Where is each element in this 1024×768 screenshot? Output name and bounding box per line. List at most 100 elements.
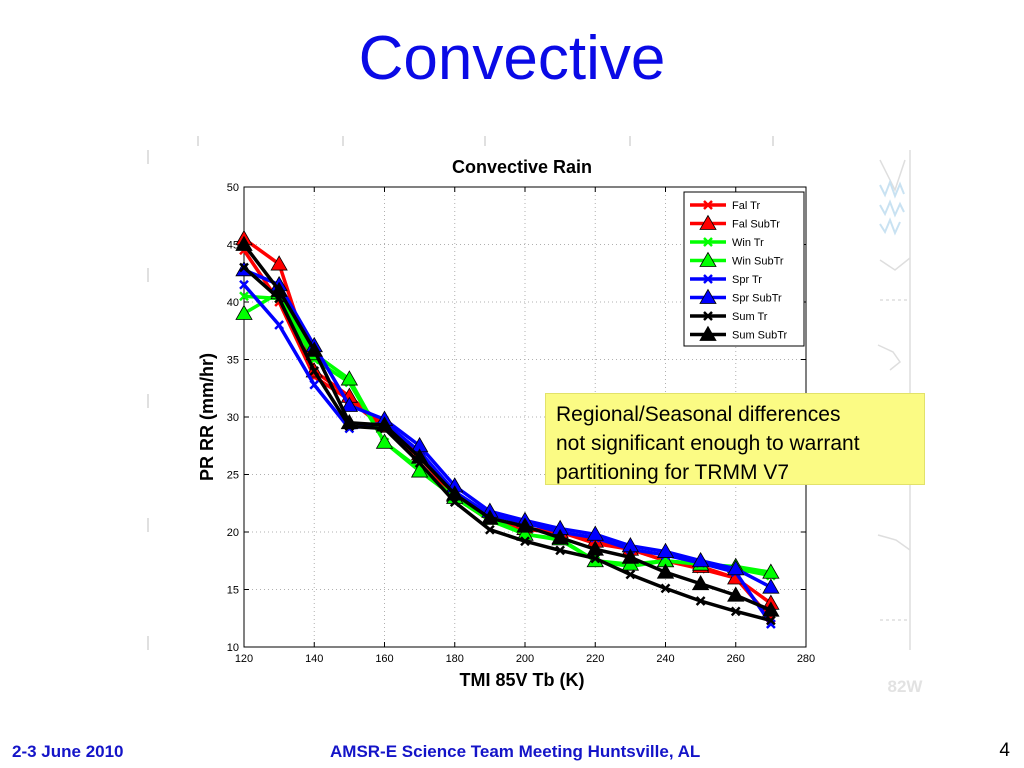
data-point-triangle <box>340 370 359 386</box>
data-point-x <box>590 553 601 564</box>
y-tick-label: 25 <box>227 470 239 482</box>
legend-item: Win SubTr <box>690 251 784 268</box>
data-point-triangle <box>762 578 780 594</box>
series-line <box>243 268 772 589</box>
data-point-triangle <box>586 525 604 541</box>
legend-label: Fal Tr <box>732 200 760 212</box>
data-point-x-stroke <box>660 583 671 594</box>
footer-meeting: AMSR-E Science Team Meeting Huntsville, … <box>330 742 701 761</box>
data-point-x <box>660 583 671 594</box>
series-line <box>242 266 772 623</box>
data-point-x <box>520 536 530 547</box>
data-point-triangle <box>375 416 394 432</box>
data-point-x-stroke <box>703 200 713 210</box>
legend-label: Fal SubTr <box>732 219 780 231</box>
data-point-x-stroke <box>703 237 713 247</box>
data-point-triangle <box>586 540 604 556</box>
data-point-triangle <box>699 288 717 304</box>
data-point-triangle <box>691 551 710 568</box>
data-point-triangle <box>270 255 288 271</box>
data-point-x-stroke <box>555 545 566 556</box>
data-point-x <box>703 274 713 284</box>
y-tick-label: 15 <box>227 585 239 597</box>
data-point-x <box>695 596 706 606</box>
data-point-x-stroke <box>239 279 249 290</box>
data-point-x <box>274 320 285 330</box>
y-axis-label: PR RR (mm/hr) <box>197 353 217 481</box>
series-line <box>243 291 772 574</box>
x-axis-label: TMI 85V Tb (K) <box>460 670 585 690</box>
data-point-x <box>239 262 249 273</box>
y-tick-label: 20 <box>227 527 239 539</box>
data-point-triangle <box>235 304 253 320</box>
data-point-x <box>555 545 566 556</box>
data-point-x <box>703 311 713 321</box>
y-tick-label: 40 <box>227 297 239 309</box>
y-tick-label: 50 <box>227 182 239 194</box>
series-line <box>242 283 773 625</box>
data-point-x-stroke <box>484 524 495 535</box>
data-point-x-stroke <box>239 291 249 302</box>
y-tick-label: 30 <box>227 412 239 424</box>
legend: Fal Tr Fal SubTr Win Tr Win SubTr Spr Tr Spr … <box>683 191 805 347</box>
data-point-x-stroke <box>765 619 776 629</box>
x-tick-label: 140 <box>305 653 323 665</box>
data-point-triangle <box>375 433 394 449</box>
data-point-triangle <box>699 251 717 267</box>
data-point-x-stroke <box>703 274 713 284</box>
chart-title: Convective Rain <box>452 157 592 177</box>
data-point-triangle <box>762 601 780 617</box>
data-point-triangle <box>340 413 359 430</box>
legend-item: Fal SubTr <box>690 214 780 231</box>
data-point-x <box>309 379 320 390</box>
x-tick-label: 120 <box>235 653 253 665</box>
data-point-x <box>703 200 713 210</box>
data-point-x <box>484 524 495 535</box>
data-point-x-stroke <box>695 596 706 606</box>
legend-item: Sum Tr <box>690 311 768 323</box>
data-point-triangle <box>340 396 359 412</box>
data-point-x-stroke <box>590 553 601 564</box>
data-point-x <box>765 615 776 626</box>
x-tick-label: 280 <box>797 653 815 665</box>
data-point-triangle <box>270 281 288 297</box>
data-point-x-stroke <box>730 606 741 617</box>
data-point-x-stroke <box>309 366 320 376</box>
y-tick-label: 35 <box>227 355 239 367</box>
data-point-x-stroke <box>239 262 249 273</box>
legend-label: Win Tr <box>732 237 764 249</box>
data-point-x-stroke <box>625 569 636 580</box>
data-point-triangle <box>656 563 675 579</box>
legend-item: Win Tr <box>690 237 764 249</box>
x-tick-label: 240 <box>656 653 674 665</box>
data-point-triangle <box>516 517 534 533</box>
y-tick-label: 10 <box>227 642 239 654</box>
x-tick-label: 260 <box>727 653 745 665</box>
data-point-x <box>309 366 320 376</box>
data-point-triangle <box>699 214 717 230</box>
x-tick-label: 200 <box>516 653 534 665</box>
data-point-x <box>730 606 741 617</box>
background-map-label: 82W <box>888 677 924 696</box>
footer-date: 2-3 June 2010 <box>12 742 124 761</box>
series-line <box>242 243 772 612</box>
data-point-x-stroke <box>703 311 713 321</box>
legend-label: Spr Tr <box>732 274 762 286</box>
data-point-triangle <box>305 341 323 357</box>
data-point-triangle <box>481 509 499 525</box>
note-line: partitioning for TRMM V7 <box>556 461 790 484</box>
data-point-triangle <box>762 563 780 579</box>
legend-label: Sum SubTr <box>732 330 788 342</box>
legend-item: Sum SubTr <box>690 325 788 342</box>
series-sum-subtr <box>235 235 780 617</box>
x-tick-label: 220 <box>586 653 604 665</box>
data-point-triangle <box>656 542 675 558</box>
legend-box <box>683 191 805 347</box>
note-box: Regional/Seasonal differences not signif… <box>545 393 925 485</box>
data-point-x-stroke <box>765 615 776 626</box>
data-point-triangle <box>727 586 745 602</box>
legend-label: Win SubTr <box>732 256 784 268</box>
data-point-triangle <box>551 528 569 545</box>
axis-ticks: 120 140 160 180 200 220 240 260 280 10 15 20 25 30 35 4… <box>227 182 815 665</box>
data-point-x <box>239 279 249 290</box>
